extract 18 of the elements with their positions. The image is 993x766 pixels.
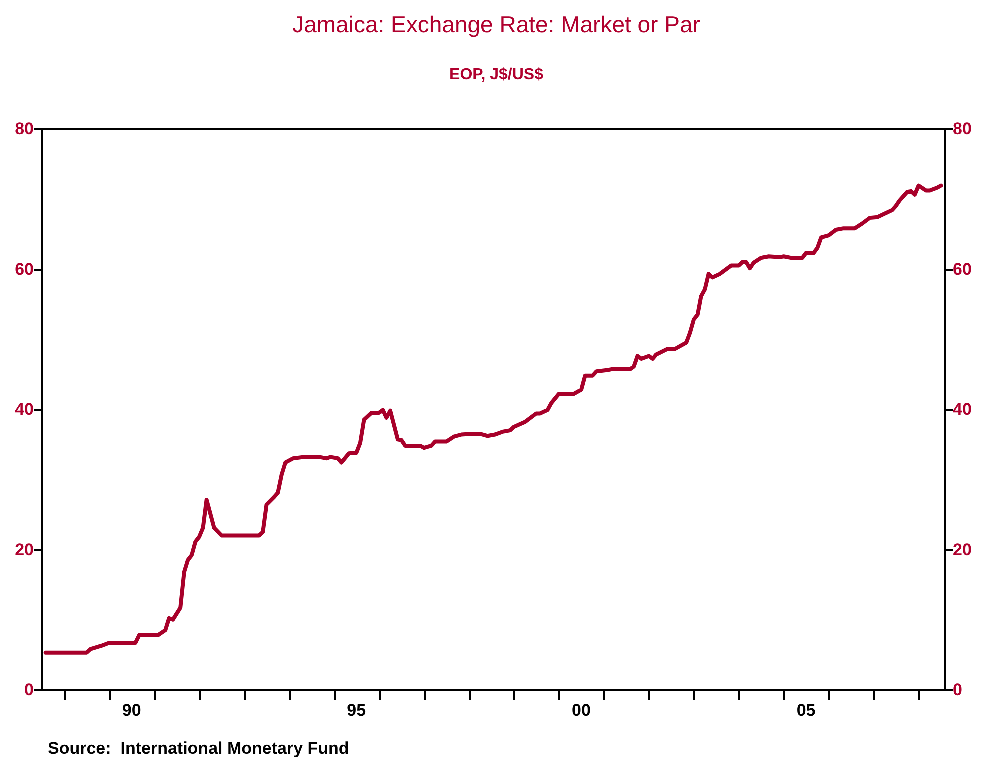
y-tick-label: 20 (15, 540, 34, 560)
chart-title: Jamaica: Exchange Rate: Market or Par (292, 12, 701, 38)
y2-tick-label: 80 (953, 120, 972, 138)
source-note: Source: International Monetary Fund (48, 739, 350, 758)
y-tick-label: 0 (24, 680, 34, 700)
y2-tick-label: 60 (953, 260, 972, 279)
y2-tick-label: 40 (953, 400, 972, 419)
x-tick-label: 90 (122, 701, 142, 720)
y2-tick-label: 20 (953, 540, 972, 560)
y2-tick-label: 0 (953, 680, 962, 700)
x-tick-label: 95 (347, 701, 366, 720)
y-tick-label: 60 (15, 260, 34, 279)
y-tick-label: 80 (15, 120, 34, 138)
line-series (44, 184, 944, 655)
y-tick-label: 40 (15, 400, 34, 419)
x-tick-label: 00 (572, 701, 591, 720)
chart-subtitle: EOP, J$/US$ (450, 66, 544, 84)
x-tick-label: 05 (796, 701, 816, 720)
